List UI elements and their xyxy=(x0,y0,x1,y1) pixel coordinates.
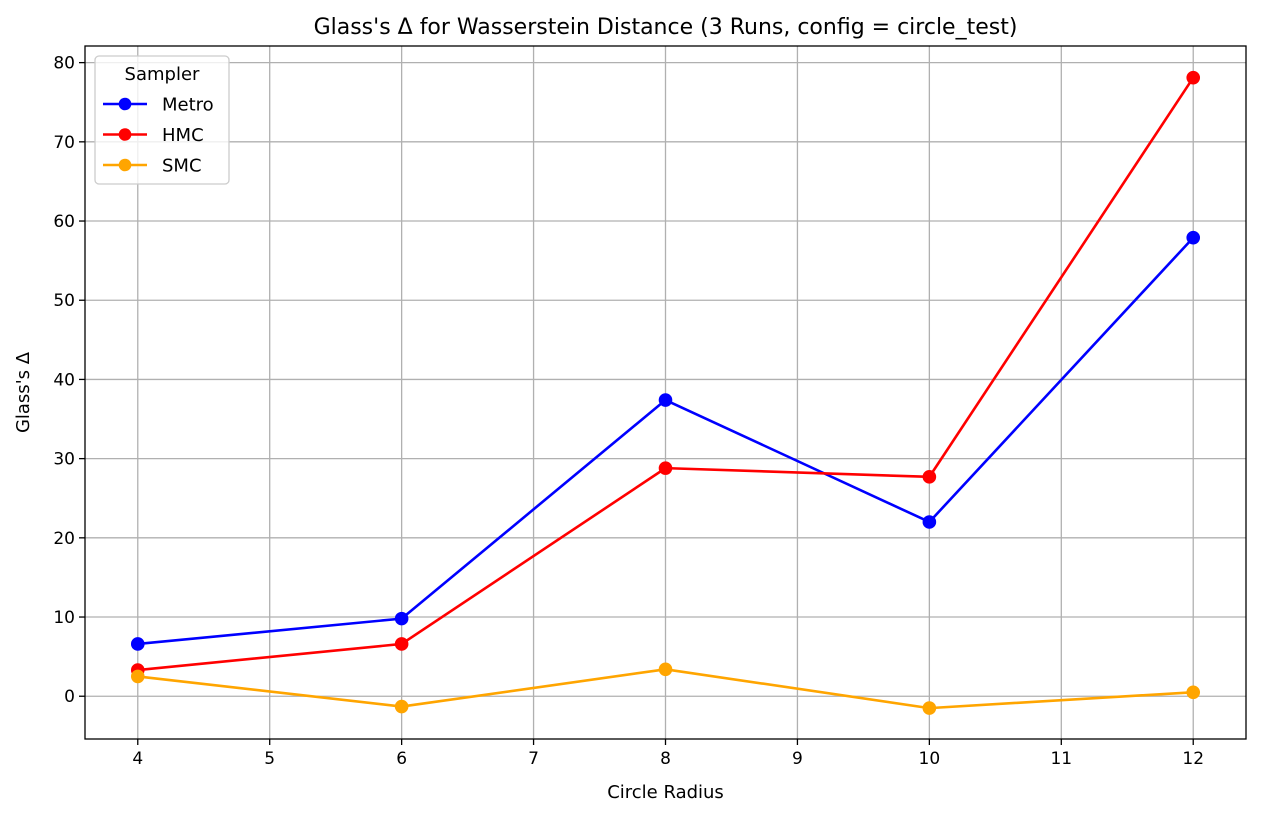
y-tick-label: 30 xyxy=(53,450,75,470)
x-tick-label: 12 xyxy=(1182,749,1204,769)
legend-entries: Metro HMC SMC xyxy=(103,95,214,177)
data-point-hmc xyxy=(922,470,937,484)
y-tick-label: 10 xyxy=(53,608,75,628)
y-tick-label: 50 xyxy=(53,291,75,311)
data-point-hmc xyxy=(394,637,409,651)
legend: Sampler Metro HMC SMC xyxy=(94,55,230,185)
grid xyxy=(85,46,1246,739)
x-tick-label: 10 xyxy=(919,749,941,769)
x-tick-label: 9 xyxy=(792,749,803,769)
data-point-smc xyxy=(394,699,409,714)
legend-box xyxy=(94,55,230,185)
chart-title: Glass's Δ for Wasserstein Distance (3 Ru… xyxy=(314,15,1018,40)
x-axis-label: Circle Radius xyxy=(607,782,724,803)
data-point-hmc xyxy=(1186,70,1201,85)
y-tick-label: 20 xyxy=(53,529,75,549)
series-layer xyxy=(130,70,1201,715)
x-tick-label: 11 xyxy=(1050,749,1072,769)
data-point-metro xyxy=(394,611,409,626)
data-point-smc xyxy=(130,669,145,684)
legend-marker-smc xyxy=(118,158,132,172)
y-tick-label: 0 xyxy=(64,687,75,707)
legend-marker-metro xyxy=(118,97,132,111)
y-tick-label: 60 xyxy=(53,212,75,232)
data-point-smc xyxy=(1186,685,1201,700)
x-tick-label: 6 xyxy=(396,749,407,769)
data-point-smc xyxy=(922,701,937,715)
data-point-metro xyxy=(1186,230,1201,245)
legend-label-hmc: HMC xyxy=(162,125,204,146)
data-point-metro xyxy=(130,637,145,651)
ticks: 4 5 6 7 8 9 10 11 12 0 10 20 30 40 50 60 70 80 xyxy=(53,54,1204,769)
x-tick-label: 4 xyxy=(132,749,143,769)
y-tick-label: 40 xyxy=(53,370,75,390)
legend-marker-hmc xyxy=(118,128,132,141)
y-tick-label: 70 xyxy=(53,133,75,153)
x-tick-label: 7 xyxy=(528,749,539,769)
legend-label-metro: Metro xyxy=(162,95,214,116)
data-point-metro xyxy=(922,515,937,529)
x-tick-label: 8 xyxy=(660,749,671,769)
y-tick-label: 80 xyxy=(53,54,75,74)
legend-title: Sampler xyxy=(125,64,200,85)
legend-label-smc: SMC xyxy=(162,156,202,177)
y-axis-label: Glass's Δ xyxy=(13,351,34,433)
x-tick-label: 5 xyxy=(264,749,275,769)
data-point-hmc xyxy=(658,461,673,475)
data-point-smc xyxy=(658,662,673,677)
data-point-metro xyxy=(658,393,673,407)
